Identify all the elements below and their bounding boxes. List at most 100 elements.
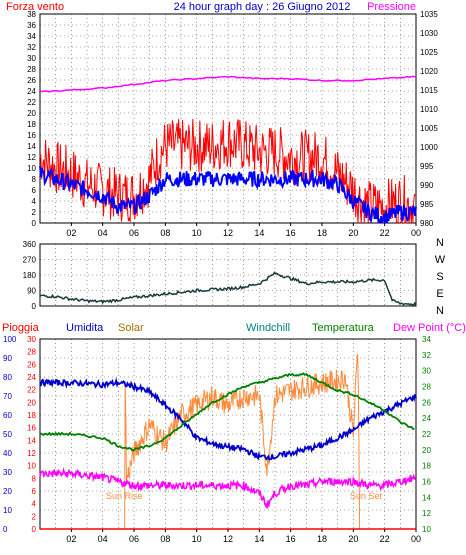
humidity-tick-label: 60	[3, 411, 12, 420]
rain-tick-label: 30	[27, 335, 36, 344]
wind-tick-label: 12	[27, 153, 36, 162]
x-tick-label: 20	[348, 228, 358, 238]
x-tick-label: 00	[411, 534, 421, 544]
direction-tick-label: 180	[23, 271, 37, 280]
rain-tick-label: 28	[27, 348, 36, 357]
humidity-tick-label: 90	[3, 354, 12, 363]
temperature-tick-label: 28	[422, 383, 431, 392]
pressure-tick-label: 1025	[420, 48, 438, 57]
pressure-tick-label: 1005	[420, 124, 438, 133]
solar-line	[40, 354, 416, 530]
x-tick-label: 14	[254, 228, 264, 238]
x-tick-label: 18	[317, 534, 327, 544]
chart-date-title: 24 hour graph day : 26 Giugno 2012	[174, 1, 351, 13]
x-tick-label: 00	[411, 228, 421, 238]
x-tick-label: 18	[317, 228, 327, 238]
humidity-tick-label: 0	[3, 525, 8, 534]
wind-tick-label: 2	[32, 208, 37, 217]
wind-tick-label: 28	[27, 65, 36, 74]
pressure-tick-label: 1020	[420, 67, 438, 76]
wind-tick-label: 20	[27, 109, 36, 118]
x-tick-label: 04	[98, 228, 108, 238]
rain-tick-label: 10	[27, 462, 36, 471]
legend-umidita: Umidita	[66, 322, 104, 334]
humidity-tick-label: 10	[3, 506, 12, 515]
direction-tick-label: 270	[23, 256, 37, 265]
x-tick-label: 12	[223, 228, 233, 238]
temp-grid	[40, 339, 416, 529]
wind-tick-label: 24	[27, 87, 36, 96]
pressure-tick-label: 1010	[420, 105, 438, 114]
wind-tick-label: 22	[27, 98, 36, 107]
legend: Pioggia Umidita Solar Windchill Temperat…	[2, 322, 466, 334]
x-tick-label: 16	[286, 228, 296, 238]
x-tick-label: 16	[286, 534, 296, 544]
rain-tick-label: 12	[27, 449, 36, 458]
temperature-tick-label: 16	[422, 478, 431, 487]
rain-tick-label: 8	[32, 474, 37, 483]
legend-windchill: Windchill	[246, 322, 290, 334]
wind-gust-line	[39, 118, 416, 225]
pressure-tick-label: 985	[420, 200, 434, 209]
pressure-tick-label: 995	[420, 162, 434, 171]
rain-tick-label: 0	[32, 525, 37, 534]
pressure-tick-label: 1035	[420, 10, 438, 19]
direction-tick-label: 90	[27, 287, 36, 296]
direction-tick-label: 0	[32, 302, 37, 311]
sunrise-annotation: Sun Rise	[106, 491, 143, 501]
direction-tick-label: 360	[23, 240, 37, 249]
x-tick-label: 06	[129, 534, 139, 544]
sunset-annotation: Sun Set	[350, 491, 383, 501]
wind-tick-label: 8	[32, 175, 37, 184]
humidity-axis: 0 10 20 30 40 50 60 70 80 90 100	[3, 335, 17, 534]
humidity-tick-label: 40	[3, 449, 12, 458]
x-tick-label: 22	[380, 228, 390, 238]
pressure-tick-label: 1030	[420, 29, 438, 38]
rain-tick-label: 26	[27, 360, 36, 369]
temperature-axis: 10 12 14 16 18 20 22 24 26 28 30 32 34	[422, 335, 431, 534]
x-tick-label: 02	[66, 228, 76, 238]
compass-letter: N	[436, 237, 444, 249]
pressure-tick-label: 1015	[420, 86, 438, 95]
humidity-line	[40, 377, 417, 461]
wind-tick-label: 16	[27, 131, 36, 140]
legend-solar: Solar	[118, 322, 144, 334]
rain-tick-label: 20	[27, 398, 36, 407]
pressure-tick-label: 980	[420, 219, 434, 228]
direction-axis: 0 90 180 270 360	[23, 240, 37, 311]
x-tick-label: 08	[160, 534, 170, 544]
humidity-tick-label: 70	[3, 392, 12, 401]
humidity-tick-label: 50	[3, 430, 12, 439]
rain-tick-label: 6	[32, 487, 37, 496]
x-tick-label: 02	[66, 534, 76, 544]
direction-series	[39, 271, 417, 306]
legend-pioggia: Pioggia	[2, 322, 40, 334]
temperature-tick-label: 20	[422, 446, 431, 455]
wind-tick-label: 38	[27, 10, 36, 19]
wind-tick-label: 30	[27, 54, 36, 63]
temp-time-axis: 02 04 06 08 10 12 14 16 18 20 22 00	[66, 529, 421, 544]
temperature-line	[39, 372, 415, 452]
compass-letter: N	[436, 305, 444, 317]
temperature-tick-label: 30	[422, 367, 431, 376]
direction-grid	[40, 244, 416, 306]
legend-dewpoint: Dew Point (°C)	[393, 322, 466, 334]
temp-series	[39, 354, 417, 530]
x-tick-label: 06	[129, 228, 139, 238]
rain-tick-label: 24	[27, 373, 36, 382]
wind-tick-label: 10	[27, 164, 36, 173]
pressure-axis: 980 985 990 995 1000 1005 1010 1015 1020 1025 1030…	[420, 10, 438, 228]
wind-tick-label: 14	[27, 142, 36, 151]
compass-letter: W	[435, 254, 446, 266]
x-tick-label: 10	[192, 228, 202, 238]
rain-tick-label: 14	[27, 436, 36, 445]
compass-letter: S	[436, 271, 443, 283]
x-tick-label: 14	[254, 534, 264, 544]
wind-time-axis: 02 04 06 08 10 12 14 16 18 20 22 00	[66, 223, 421, 238]
temperature-tick-label: 26	[422, 398, 431, 407]
x-tick-label: 22	[380, 534, 390, 544]
temperature-tick-label: 18	[422, 462, 431, 471]
